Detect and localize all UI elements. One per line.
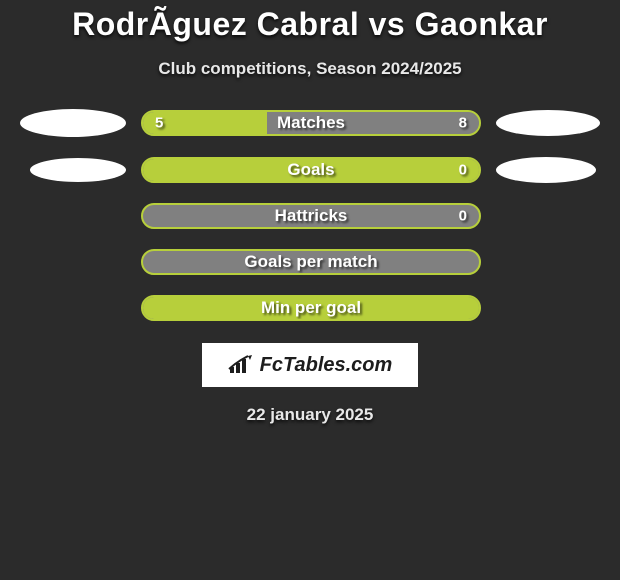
right-player-badge <box>496 110 600 136</box>
metric-right-value: 0 <box>459 208 467 225</box>
brand-logo: FcTables.com <box>228 354 393 377</box>
page-subtitle: Club competitions, Season 2024/2025 <box>0 59 620 79</box>
comparison-infographic: RodrÃ­guez Cabral vs Gaonkar Club compet… <box>0 0 620 580</box>
metric-bar: Min per goal <box>141 295 481 321</box>
metric-row: Goals 0 <box>0 157 620 183</box>
right-badge-slot <box>496 110 610 136</box>
metric-rows: Matches 5 8 Goals 0 Hattricks 0 Goals per match… <box>0 109 620 321</box>
page-title: RodrÃ­guez Cabral vs Gaonkar <box>0 0 620 43</box>
left-badge-slot <box>10 109 126 137</box>
right-player-badge <box>496 157 596 183</box>
metric-left-value: 5 <box>155 115 163 132</box>
metric-right-value: 0 <box>459 162 467 179</box>
metric-bar: Goals 0 <box>141 157 481 183</box>
left-player-badge <box>20 109 126 137</box>
metric-bar: Goals per match <box>141 249 481 275</box>
metric-row: Min per goal <box>0 295 620 321</box>
metric-label: Min per goal <box>261 298 361 318</box>
brand-logo-box: FcTables.com <box>202 343 418 387</box>
metric-bar: Hattricks 0 <box>141 203 481 229</box>
metric-bar: Matches 5 8 <box>141 110 481 136</box>
date-text: 22 january 2025 <box>0 405 620 425</box>
metric-right-value: 8 <box>459 115 467 132</box>
metric-label: Goals <box>287 160 334 180</box>
left-player-badge <box>30 158 126 182</box>
metric-row: Hattricks 0 <box>0 203 620 229</box>
left-badge-slot <box>10 158 126 182</box>
metric-label: Matches <box>277 113 345 133</box>
brand-text: FcTables.com <box>260 354 393 377</box>
metric-label: Goals per match <box>244 252 377 272</box>
metric-row: Goals per match <box>0 249 620 275</box>
bar-chart-icon <box>228 355 254 375</box>
metric-row: Matches 5 8 <box>0 109 620 137</box>
metric-label: Hattricks <box>275 206 348 226</box>
right-badge-slot <box>496 157 610 183</box>
